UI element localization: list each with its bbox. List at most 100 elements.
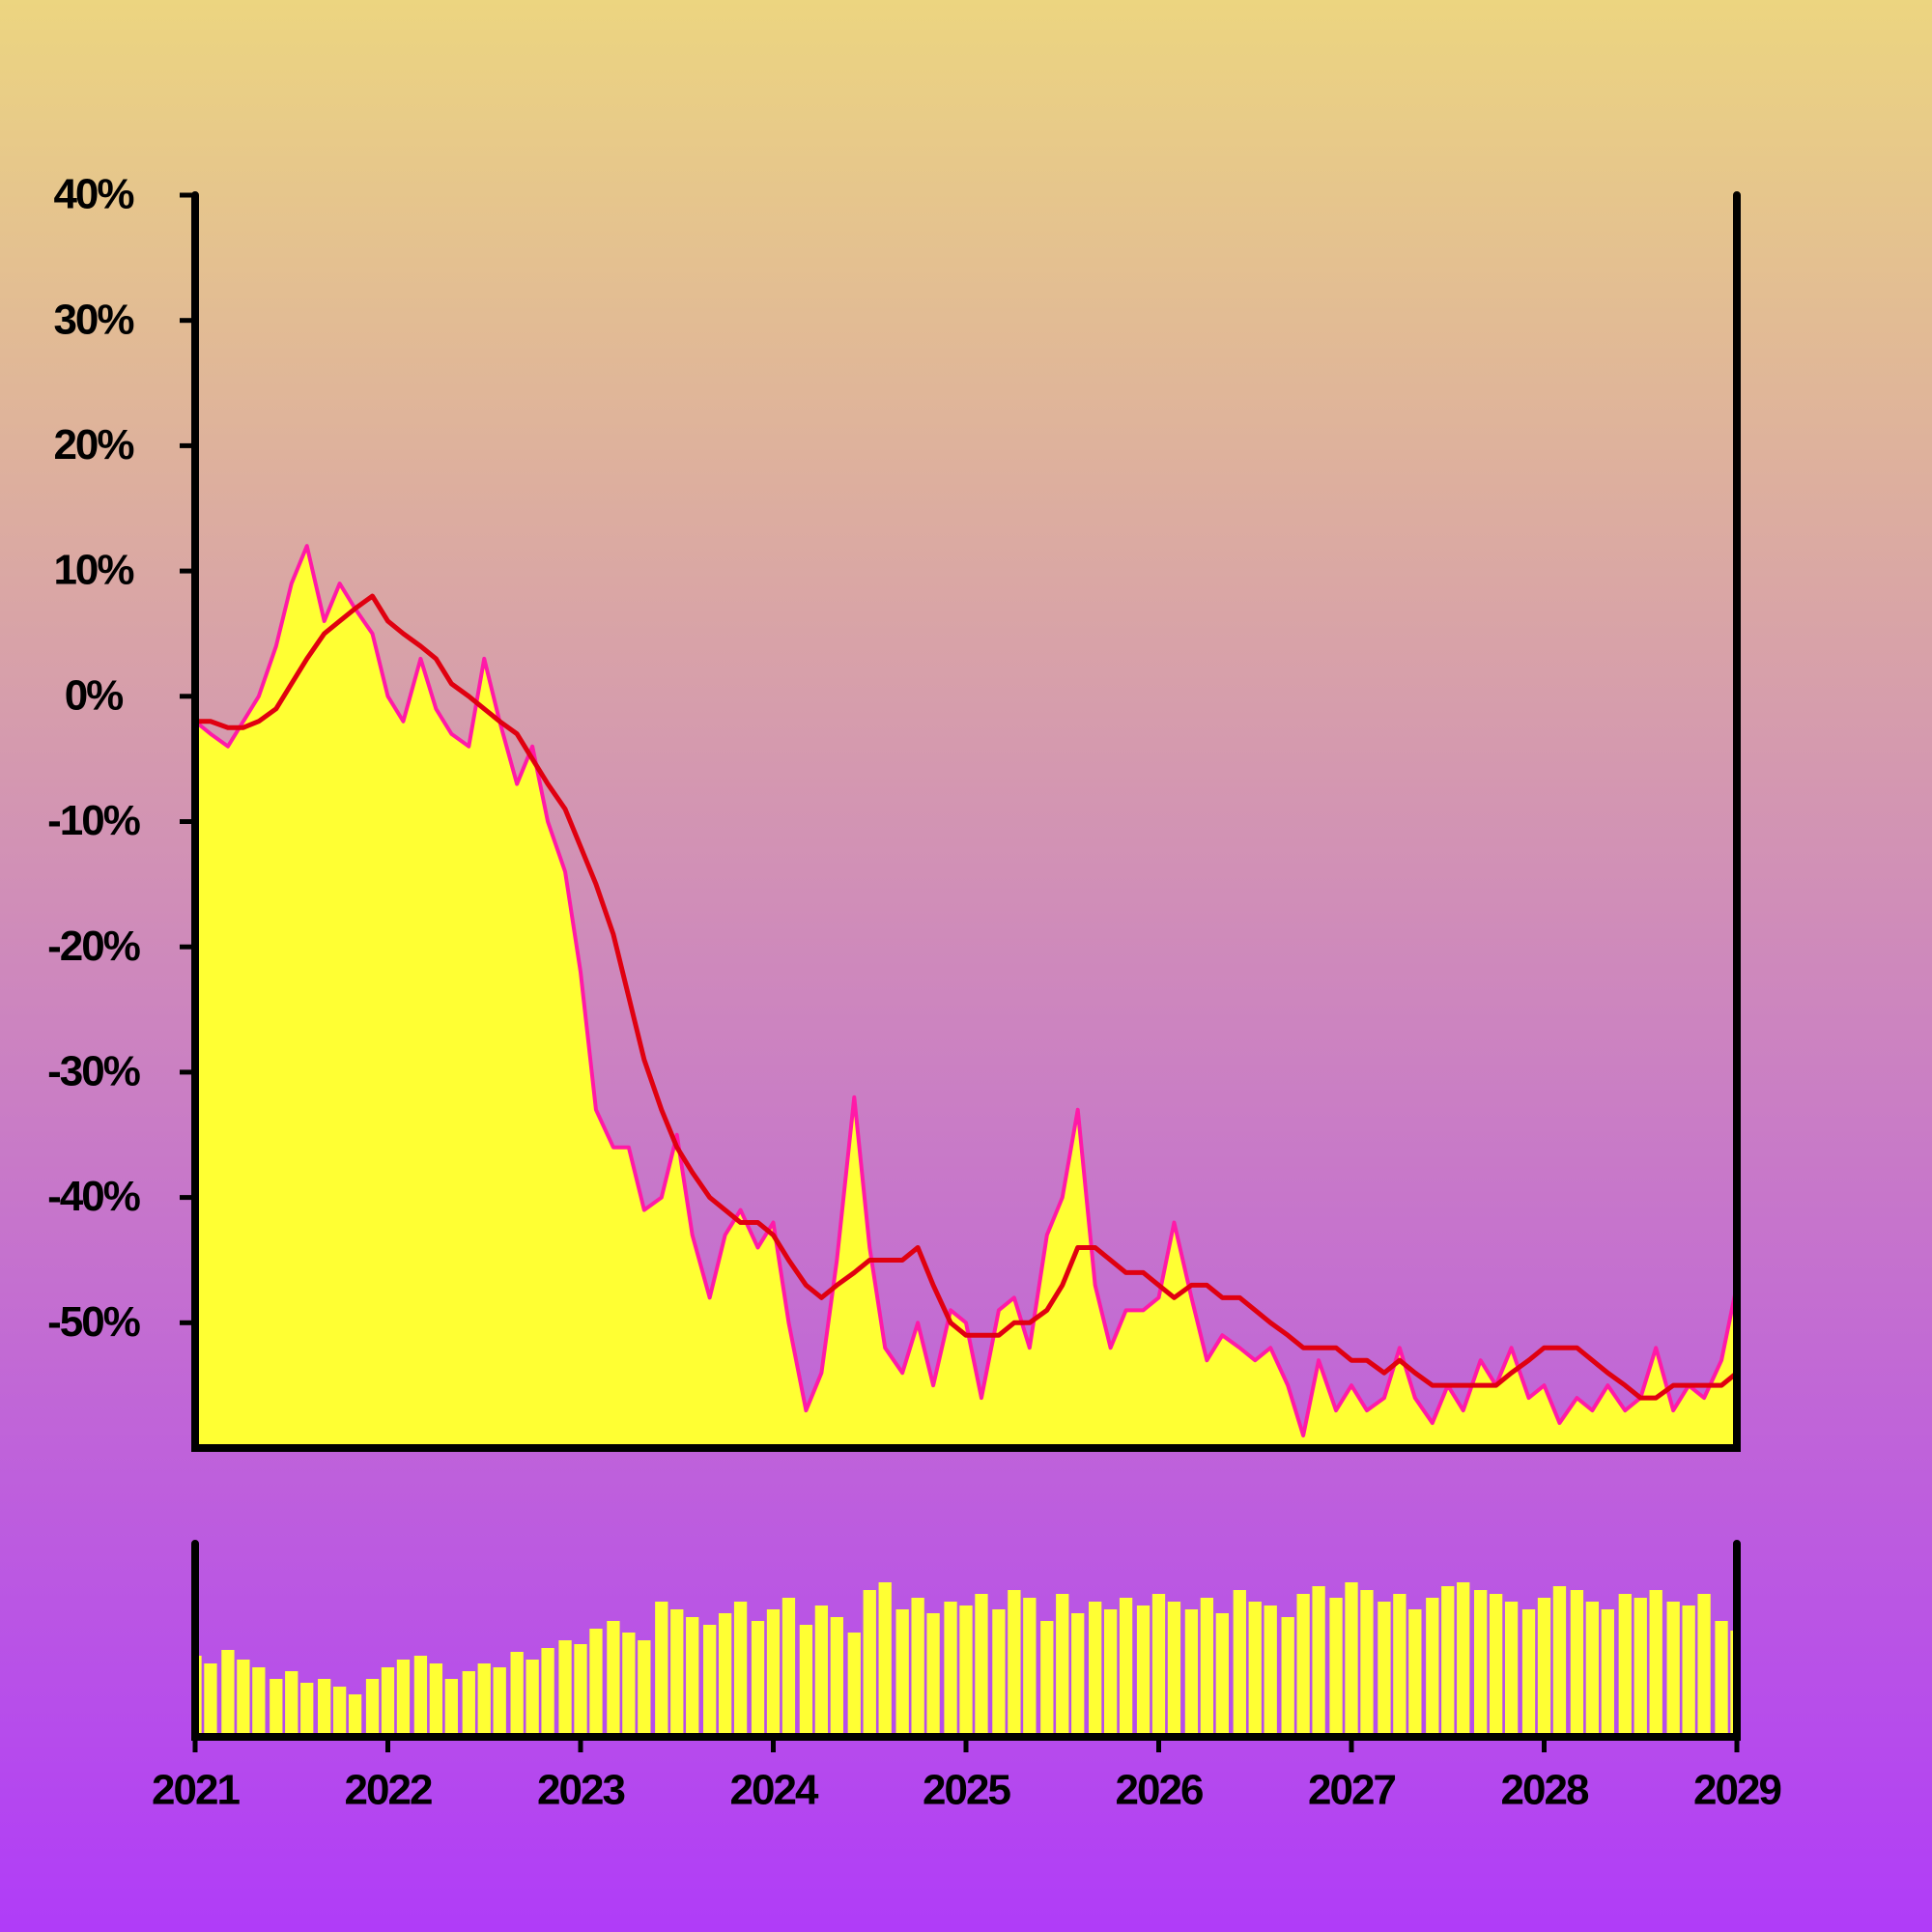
volume-bar [541,1648,554,1737]
volume-bar [365,1679,380,1737]
volume-bar [1682,1605,1695,1737]
x-tick-label: 2024 [730,1767,819,1814]
volume-bar [1504,1602,1519,1737]
volume-bar [1136,1605,1151,1737]
volume-bar [959,1605,973,1737]
volume-bar [1393,1594,1406,1737]
volume-bar [1441,1586,1455,1737]
x-tick-label: 2029 [1693,1767,1780,1814]
volume-bar [396,1660,411,1737]
volume-bar [589,1629,603,1737]
volume-bar [1089,1602,1102,1737]
volume-bar [1264,1605,1277,1737]
area-fill [195,546,1737,1448]
volume-bar [766,1609,781,1737]
volume-bar [733,1602,748,1737]
volume-bar [830,1617,843,1737]
y-tick-label: -10% [47,797,140,844]
y-tick-label: -50% [47,1298,140,1346]
x-tick-label: 2021 [152,1767,240,1814]
volume-bar [1601,1609,1614,1737]
moving-average-line [195,593,1739,1401]
volume-bar [204,1663,217,1737]
volume-bar [252,1667,266,1737]
volume-bar [1151,1594,1166,1737]
volume-bar [847,1633,861,1737]
volume-bar [1457,1582,1470,1737]
y-tick-label: 0% [65,671,123,719]
volume-bar [1570,1590,1584,1737]
volume-bar [622,1633,636,1737]
volume-bar [944,1602,957,1737]
volume-bar [348,1694,362,1737]
volume-bar [332,1687,347,1737]
volume-bar [1649,1590,1662,1737]
y-tick-label: -30% [47,1048,140,1095]
volume-bar [1408,1609,1422,1737]
volume-bar [270,1679,283,1737]
volume-bar [237,1660,250,1737]
volume-bar [703,1625,717,1737]
volume-bar [718,1613,732,1737]
volume-bar [1184,1609,1199,1737]
volume-bar [1474,1590,1488,1737]
x-tick-label: 2027 [1308,1767,1395,1814]
volume-bar [878,1582,892,1737]
volume-bar [300,1683,314,1737]
volume-bar [1103,1609,1118,1737]
x-tick-label: 2026 [1116,1767,1203,1814]
volume-bar [1023,1598,1037,1737]
volume-bar [1618,1594,1632,1737]
volume-bar [1634,1598,1647,1737]
volume-bar [863,1590,876,1737]
volume-bar [429,1663,443,1737]
volume-bar [1281,1617,1294,1737]
volume-bar [574,1644,587,1737]
volume-bar [1233,1590,1246,1737]
x-tick-label: 2028 [1501,1767,1589,1814]
volume-bar [926,1613,940,1737]
volume-bar [1552,1586,1567,1737]
volume-bar [1296,1594,1310,1737]
volume-bar [1008,1590,1021,1737]
volume-bar [1167,1602,1181,1737]
x-tick-label: 2023 [537,1767,624,1814]
volume-bar [911,1598,924,1737]
volume-bar [670,1609,684,1737]
x-tick-label: 2022 [345,1767,432,1814]
volume-bar [1715,1621,1728,1737]
volume-bar [413,1656,428,1737]
volume-bar [1378,1602,1391,1737]
volume-bar [318,1679,331,1737]
volume-bar [1329,1598,1343,1737]
volume-bar [781,1598,796,1737]
volume-bar [814,1605,829,1737]
volume-bar [1426,1598,1439,1737]
volume-bar [638,1640,651,1737]
volume-bar [1215,1613,1229,1737]
volume-bar [285,1671,298,1737]
volume-bar [493,1667,506,1737]
volume-bar [558,1640,572,1737]
volume-bar [1119,1598,1133,1737]
volume-bar [1040,1621,1054,1737]
y-tick-label: 40% [53,171,133,218]
y-tick-label: 20% [53,421,133,469]
y-tick-label: -40% [47,1173,140,1220]
volume-bar [477,1663,491,1737]
volume-bar [975,1594,988,1737]
volume-bar [510,1652,524,1737]
y-tick-label: -20% [47,923,140,970]
volume-bar [1697,1594,1711,1737]
volume-bar [526,1660,539,1737]
volume-bar [1360,1590,1374,1737]
volume-bar [686,1617,699,1737]
price-line [193,544,1739,1438]
volume-bar [1585,1602,1600,1737]
y-tick-label: 30% [53,296,133,343]
volume-bar [1345,1582,1358,1737]
y-tick-label: 10% [53,547,133,594]
volume-bar [462,1671,475,1737]
